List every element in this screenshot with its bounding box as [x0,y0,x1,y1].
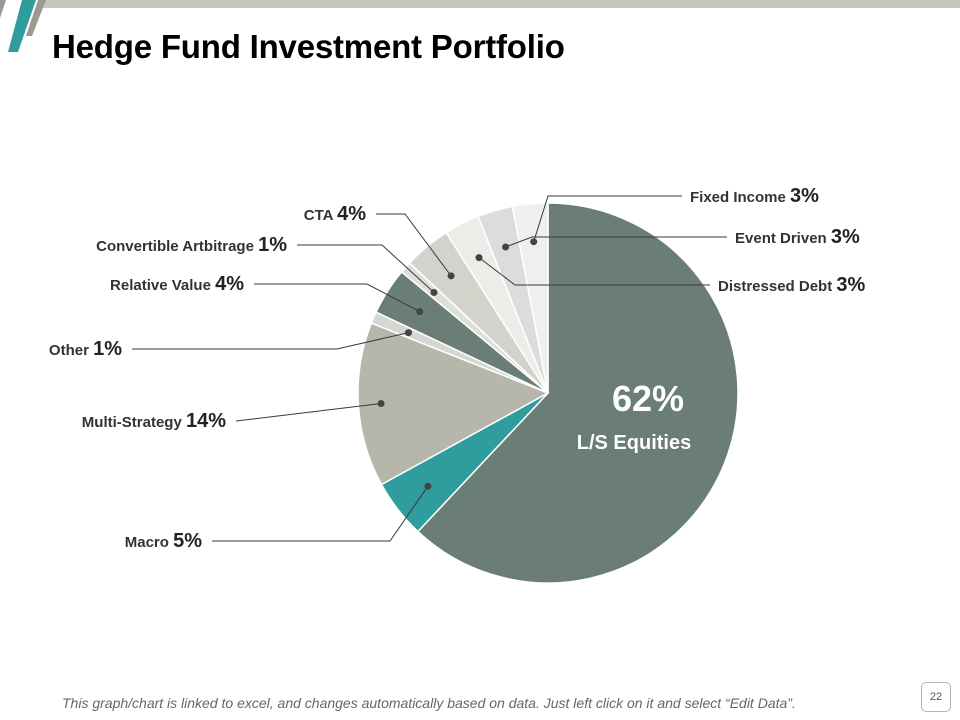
slice-label-cta: CTA 4% [304,203,366,225]
leader-line-event-driven [505,236,727,248]
slice-label-name: CTA [304,207,337,224]
slice-label-name: Distressed Debt [718,278,836,295]
leader-dot-fixed-income [530,238,538,246]
slice-label-multi-strategy: Multi-Strategy 14% [82,410,226,432]
slide-corner-decoration [0,0,46,52]
slice-label-percent: 3% [836,274,865,296]
slice-label-name: Relative Value [110,277,215,294]
center-name-label: L/S Equities [577,432,691,454]
leader-line-fixed-income [533,195,682,242]
leader-line-other [132,332,409,350]
leader-dot-convertible-artbitrage [430,289,438,296]
leader-dot-event-driven [502,243,510,251]
slice-label-relative-value: Relative Value 4% [110,273,244,295]
slice-label-convertible-artbitrage: Convertible Artbitrage 1% [96,234,287,256]
slice-label-name: Fixed Income [690,189,790,206]
leader-line-distressed-debt [478,257,710,286]
slice-label-percent: 1% [258,234,287,256]
slice-label-other: Other 1% [49,338,122,360]
page-number: 22 [921,682,951,712]
slice-label-event-driven: Event Driven 3% [735,226,860,248]
slice-label-name: Multi-Strategy [82,414,186,431]
slice-label-percent: 5% [173,530,202,552]
center-value-label: 62% [612,378,684,419]
footnote: This graph/chart is linked to excel, and… [62,695,796,711]
pie-slice-fixed-income [511,202,549,394]
slice-label-name: Macro [125,534,173,551]
pie-slice-l-s-equities [416,202,739,584]
leader-dot-multi-strategy [377,400,385,407]
leader-line-multi-strategy [235,403,382,422]
leader-line-cta [376,213,452,277]
pie-slice-multi-strategy [357,322,550,486]
leader-dot-cta [447,272,455,280]
leader-dot-distressed-debt [475,254,483,262]
leader-dot-other [405,329,412,337]
slice-label-percent: 3% [831,226,860,248]
leader-dot-relative-value [416,308,424,316]
slice-label-name: Event Driven [735,230,831,247]
slice-label-name: Other [49,342,93,359]
slice-label-percent: 1% [93,338,122,360]
leader-line-convertible-artbitrage [297,244,435,293]
slide-title: Hedge Fund Investment Portfolio [52,28,565,65]
leader-line-relative-value [254,283,420,313]
slice-label-name: Convertible Artbitrage [96,238,258,255]
slice-label-percent: 3% [790,185,819,207]
slice-label-percent: 14% [186,410,226,432]
slice-label-percent: 4% [215,273,244,295]
slice-label-fixed-income: Fixed Income 3% [690,185,819,207]
leader-line-macro [212,485,429,542]
slide-top-bar [40,0,960,8]
slice-label-macro: Macro 5% [125,530,202,552]
slice-label-distressed-debt: Distressed Debt 3% [718,274,865,296]
slice-label-percent: 4% [337,203,366,225]
leader-dot-macro [424,482,432,490]
